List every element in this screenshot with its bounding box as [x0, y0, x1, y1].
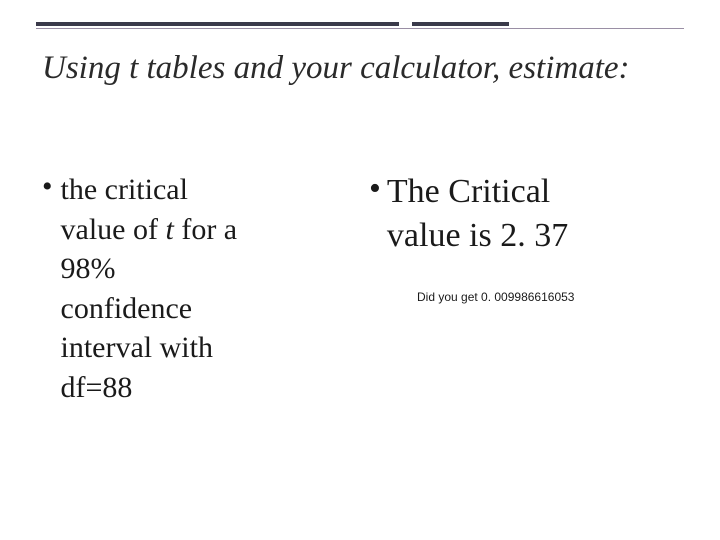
bullet-dot-icon: •	[369, 170, 381, 207]
right-line1: The Critical	[387, 173, 550, 210]
slide-title: Using t tables and your calculator, esti…	[42, 48, 678, 88]
right-text: The Critical value is 2. 37	[387, 170, 568, 258]
left-line1: the critical	[61, 173, 188, 206]
bullet-dot-icon: •	[42, 170, 53, 203]
rule-thin	[36, 28, 684, 29]
right-line2: value is 2. 37	[387, 217, 568, 254]
top-rule	[36, 0, 684, 28]
right-column: • The Critical value is 2. 37 Did you ge…	[369, 170, 678, 408]
left-bullet-item: • the critical value of t for a 98% conf…	[42, 170, 351, 408]
rule-thick-2	[412, 22, 509, 26]
left-line5: interval with	[61, 331, 213, 364]
right-bullet-item: • The Critical value is 2. 37	[369, 170, 678, 258]
rule-thick-1	[36, 22, 399, 26]
right-note: Did you get 0. 009986616053	[417, 290, 678, 304]
left-line2b: for a	[174, 213, 237, 246]
left-column: • the critical value of t for a 98% conf…	[42, 170, 351, 408]
left-line3: 98%	[61, 252, 116, 285]
left-line6: df=88	[61, 371, 133, 404]
left-line2a: value of	[61, 213, 166, 246]
left-line4: confidence	[61, 292, 193, 325]
left-line2-t: t	[165, 213, 173, 246]
left-text: the critical value of t for a 98% confid…	[61, 170, 238, 408]
content-columns: • the critical value of t for a 98% conf…	[42, 170, 678, 408]
